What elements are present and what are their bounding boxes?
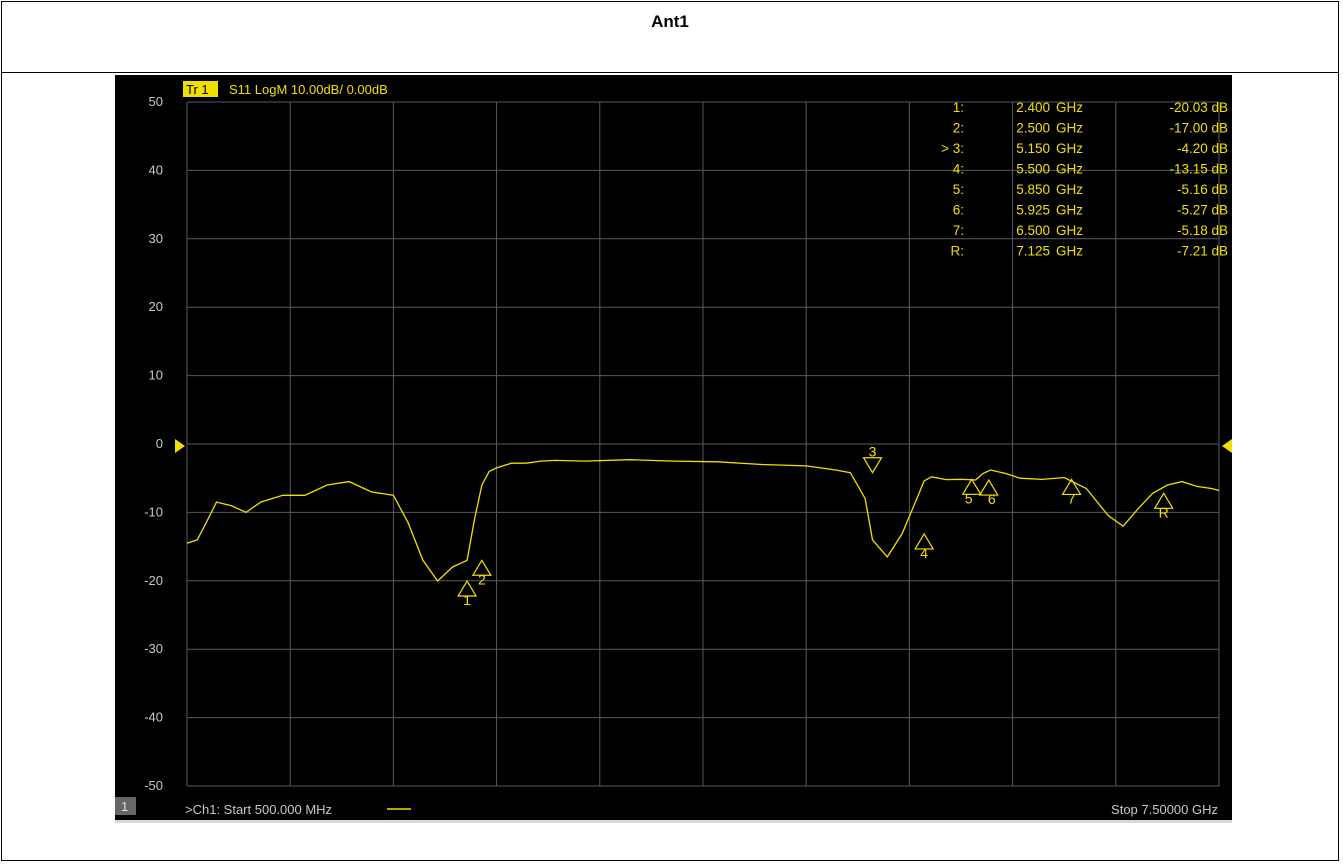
marker-table-value: -4.20 dB <box>1177 141 1228 156</box>
marker-table-unit: GHz <box>1056 182 1083 197</box>
vna-screen: 50 40 30 20 10 0 -10 -20 -30 -40 -50 Tr 1 S11 LogM… <box>115 75 1232 823</box>
marker-table-unit: GHz <box>1056 203 1083 218</box>
marker-table-id: R: <box>951 244 965 259</box>
marker-table-id: 4: <box>953 162 964 177</box>
title-row: Ant1 <box>2 2 1338 73</box>
stop-frequency-label: Stop 7.50000 GHz <box>1111 802 1218 817</box>
trace-badge-bg[interactable] <box>183 81 218 97</box>
marker-4-triangle[interactable] <box>914 532 935 550</box>
marker-table-id: 5: <box>953 182 964 197</box>
marker-table-value: -5.27 dB <box>1177 203 1228 218</box>
marker-table-frequency: 5.150 <box>1016 141 1050 156</box>
chart-title: Ant1 <box>651 12 689 31</box>
grid <box>186 101 1220 787</box>
marker-table-id: > 3: <box>941 141 964 156</box>
vna-plot: 50 40 30 20 10 0 -10 -20 -30 -40 -50 Tr 1 S11 LogM… <box>115 81 1232 823</box>
marker-1-label[interactable]: 1 <box>463 592 471 608</box>
y-tick-label: 10 <box>149 368 163 383</box>
marker-6-label[interactable]: 6 <box>988 491 996 507</box>
y-tick-label: -30 <box>144 641 163 656</box>
channel-number-bg[interactable] <box>115 797 136 815</box>
marker-r-triangle[interactable] <box>1153 492 1174 509</box>
y-tick-label: 30 <box>149 231 163 246</box>
marker-table-value: -13.15 dB <box>1169 162 1228 177</box>
marker-2-label[interactable]: 2 <box>478 571 486 587</box>
trace-description: S11 LogM 10.00dB/ 0.00dB <box>229 82 388 97</box>
marker-table-id: 7: <box>953 223 964 238</box>
marker-table-id: 6: <box>953 203 964 218</box>
channel-number[interactable]: 1 <box>121 799 128 814</box>
screen-bottom-strip <box>115 820 1232 823</box>
marker-table-frequency: 6.500 <box>1016 223 1050 238</box>
marker-table-unit: GHz <box>1056 141 1083 156</box>
marker-r-label[interactable]: R <box>1159 504 1169 520</box>
marker-2-triangle[interactable] <box>471 559 492 576</box>
marker-3-triangle[interactable] <box>862 457 883 474</box>
marker-table-unit: GHz <box>1056 121 1083 136</box>
ref-level-arrow-right[interactable] <box>1222 439 1232 453</box>
y-tick-label: 20 <box>149 299 163 314</box>
y-tick-label: -40 <box>144 710 163 725</box>
y-tick-label: 50 <box>149 94 163 109</box>
marker-table-id: 1: <box>953 100 964 115</box>
y-tick-label: 0 <box>156 436 163 451</box>
marker-table-value: -20.03 dB <box>1169 100 1228 115</box>
marker-table-value: -5.16 dB <box>1177 182 1228 197</box>
s11-trace <box>186 459 1220 582</box>
marker-table-unit: GHz <box>1056 244 1083 259</box>
marker-table-frequency: 5.500 <box>1016 162 1050 177</box>
y-tick-labels: 50 40 30 20 10 0 -10 -20 -30 -40 -50 <box>144 94 163 793</box>
marker-table-unit: GHz <box>1056 100 1083 115</box>
marker-table: 1: 2.400 GHz -20.03 dB 2: 2.500 GHz -17.00 dB > … <box>941 100 1228 259</box>
y-tick-label: -10 <box>144 504 163 519</box>
marker-table-frequency: 5.850 <box>1016 182 1050 197</box>
marker-5-triangle[interactable] <box>961 478 982 495</box>
marker-6-triangle[interactable] <box>978 478 999 496</box>
start-frequency-label: >Ch1: Start 500.000 MHz <box>185 802 332 817</box>
marker-table-frequency: 7.125 <box>1016 244 1050 259</box>
y-tick-label: 40 <box>149 162 163 177</box>
marker-4-label[interactable]: 4 <box>920 545 928 561</box>
marker-table-unit: GHz <box>1056 223 1083 238</box>
marker-table-value: -5.18 dB <box>1177 223 1228 238</box>
trace-badge[interactable]: Tr 1 <box>186 82 209 97</box>
ref-level-arrow-left[interactable] <box>175 439 185 453</box>
y-tick-label: -50 <box>144 778 163 793</box>
marker-5-label[interactable]: 5 <box>965 490 973 506</box>
marker-7-triangle[interactable] <box>1061 478 1082 496</box>
y-tick-label: -20 <box>144 573 163 588</box>
marker-3-label[interactable]: 3 <box>869 444 877 460</box>
marker-7-label[interactable]: 7 <box>1068 490 1076 506</box>
marker-table-value: -17.00 dB <box>1169 121 1228 136</box>
marker-table-frequency: 5.925 <box>1016 203 1050 218</box>
marker-table-value: -7.21 dB <box>1177 244 1228 259</box>
marker-1-triangle[interactable] <box>457 579 478 597</box>
marker-table-unit: GHz <box>1056 162 1083 177</box>
marker-table-id: 2: <box>953 121 964 136</box>
marker-table-frequency: 2.500 <box>1016 121 1050 136</box>
marker-table-frequency: 2.400 <box>1016 100 1050 115</box>
